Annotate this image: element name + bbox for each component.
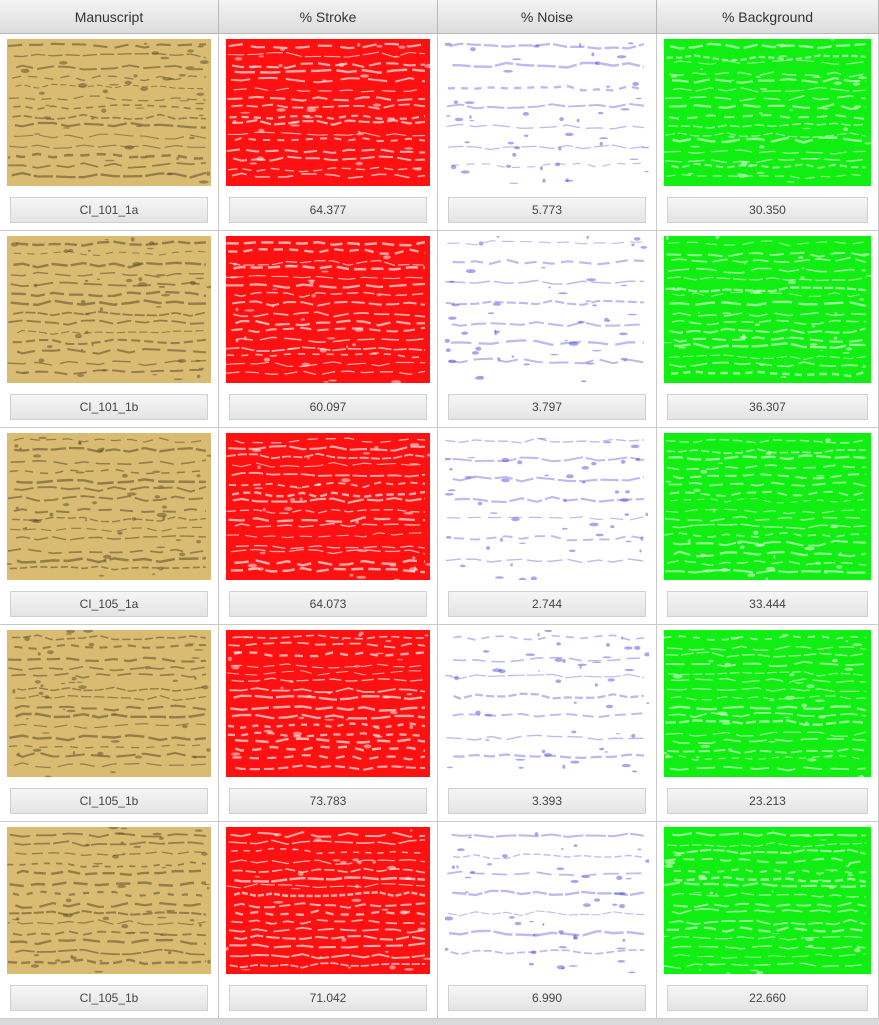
cell-stroke: 60.097 xyxy=(219,231,438,428)
manuscript-id-label: CI_105_1a xyxy=(10,591,208,617)
stroke-image[interactable] xyxy=(226,236,430,383)
background-image[interactable] xyxy=(664,236,871,383)
stroke-percentage-label: 73.783 xyxy=(229,788,427,814)
manuscript-image[interactable] xyxy=(7,827,211,974)
cell-noise: 5.773 xyxy=(438,34,657,231)
background-image[interactable] xyxy=(664,827,871,974)
cell-background: 33.444 xyxy=(657,428,879,625)
cell-background: 30.350 xyxy=(657,34,879,231)
noise-image[interactable] xyxy=(445,236,649,383)
manuscript-image[interactable] xyxy=(7,236,211,383)
cell-noise: 2.744 xyxy=(438,428,657,625)
cell-background: 22.660 xyxy=(657,822,879,1019)
cell-background: 36.307 xyxy=(657,231,879,428)
stroke-percentage-label: 60.097 xyxy=(229,394,427,420)
cell-manuscript: CI_101_1a xyxy=(0,34,219,231)
cell-stroke: 71.042 xyxy=(219,822,438,1019)
cell-manuscript: CI_105_1a xyxy=(0,428,219,625)
cell-manuscript: CI_101_1b xyxy=(0,231,219,428)
stroke-percentage-label: 71.042 xyxy=(229,985,427,1011)
manuscript-id-label: CI_101_1b xyxy=(10,394,208,420)
column-header-manuscript[interactable]: Manuscript xyxy=(0,0,219,34)
noise-percentage-label: 2.744 xyxy=(448,591,646,617)
column-header-noise[interactable]: % Noise xyxy=(438,0,657,34)
stroke-image[interactable] xyxy=(226,827,430,974)
stroke-percentage-label: 64.377 xyxy=(229,197,427,223)
noise-image[interactable] xyxy=(445,630,649,777)
manuscript-image[interactable] xyxy=(7,630,211,777)
background-image[interactable] xyxy=(664,433,871,580)
background-percentage-label: 30.350 xyxy=(667,197,868,223)
manuscript-id-label: CI_105_1b xyxy=(10,788,208,814)
manuscript-id-label: CI_101_1a xyxy=(10,197,208,223)
cell-stroke: 64.377 xyxy=(219,34,438,231)
noise-percentage-label: 3.797 xyxy=(448,394,646,420)
noise-image[interactable] xyxy=(445,433,649,580)
cell-manuscript: CI_105_1b xyxy=(0,625,219,822)
background-percentage-label: 23.213 xyxy=(667,788,868,814)
cell-stroke: 64.073 xyxy=(219,428,438,625)
cell-background: 23.213 xyxy=(657,625,879,822)
column-header-background[interactable]: % Background xyxy=(657,0,879,34)
noise-percentage-label: 6.990 xyxy=(448,985,646,1011)
stroke-image[interactable] xyxy=(226,630,430,777)
cell-manuscript: CI_105_1b xyxy=(0,822,219,1019)
manuscript-image[interactable] xyxy=(7,433,211,580)
cell-stroke: 73.783 xyxy=(219,625,438,822)
stroke-percentage-label: 64.073 xyxy=(229,591,427,617)
cell-noise: 3.393 xyxy=(438,625,657,822)
noise-percentage-label: 5.773 xyxy=(448,197,646,223)
background-percentage-label: 22.660 xyxy=(667,985,868,1011)
stroke-image[interactable] xyxy=(226,433,430,580)
background-image[interactable] xyxy=(664,630,871,777)
column-header-stroke[interactable]: % Stroke xyxy=(219,0,438,34)
background-image[interactable] xyxy=(664,39,871,186)
cell-noise: 3.797 xyxy=(438,231,657,428)
noise-image[interactable] xyxy=(445,39,649,186)
manuscript-image[interactable] xyxy=(7,39,211,186)
cell-noise: 6.990 xyxy=(438,822,657,1019)
manuscript-id-label: CI_105_1b xyxy=(10,985,208,1011)
noise-percentage-label: 3.393 xyxy=(448,788,646,814)
noise-image[interactable] xyxy=(445,827,649,974)
background-percentage-label: 36.307 xyxy=(667,394,868,420)
background-percentage-label: 33.444 xyxy=(667,591,868,617)
stroke-image[interactable] xyxy=(226,39,430,186)
